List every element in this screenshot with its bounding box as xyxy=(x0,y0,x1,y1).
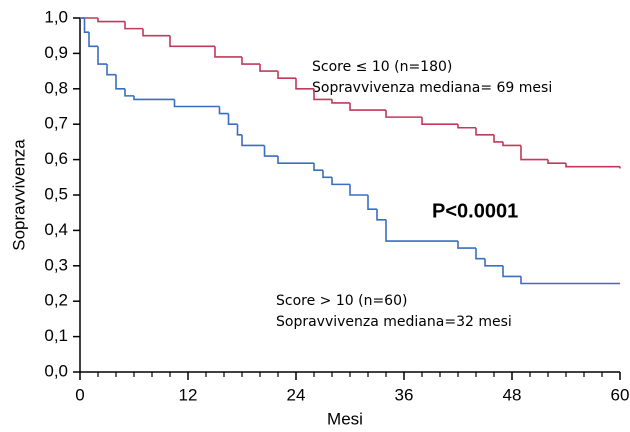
survival-step xyxy=(277,71,296,79)
survival-step xyxy=(376,209,386,221)
y-tick-label: 0,0 xyxy=(44,361,68,380)
survival-step xyxy=(236,124,242,136)
survival-step xyxy=(421,117,458,125)
survival-step xyxy=(331,99,350,104)
survival-step xyxy=(241,134,265,147)
y-tick-label: 0,6 xyxy=(44,149,68,168)
y-tick-label: 0,8 xyxy=(44,78,68,97)
y-axis-label: Sopravvivenza xyxy=(9,139,28,251)
survival-step xyxy=(493,134,503,143)
y-tick-label: 0,9 xyxy=(44,43,68,62)
x-tick-label: 48 xyxy=(503,385,522,404)
x-axis-label: Mesi xyxy=(327,409,363,428)
survival-step xyxy=(457,124,476,129)
survival-step xyxy=(263,145,278,157)
x-tick-label: 60 xyxy=(611,385,630,404)
survival-step xyxy=(547,159,566,164)
annotation: Sopravvivenza mediana=32 mesi xyxy=(276,314,512,330)
legend-label: Score > 10 (n=60) xyxy=(276,293,407,309)
survival-step xyxy=(97,46,107,65)
y-tick-label: 0,5 xyxy=(44,184,68,203)
survival-step xyxy=(313,88,332,101)
y-tick-label: 0,2 xyxy=(44,291,68,310)
survival-step xyxy=(457,241,476,249)
survival-step xyxy=(313,163,323,172)
survival-step xyxy=(484,258,503,267)
survival-step xyxy=(520,145,548,161)
survival-step xyxy=(259,64,278,72)
survival-step xyxy=(97,18,125,23)
survival-step xyxy=(277,156,314,164)
survival-step xyxy=(133,95,175,101)
p-value: P<0.0001 xyxy=(432,200,518,222)
survival-step xyxy=(475,248,485,260)
y-tick-label: 0,1 xyxy=(44,326,68,345)
survival-step xyxy=(295,78,314,90)
survival-step xyxy=(142,28,170,37)
survival-step xyxy=(385,219,458,242)
legend-label: Score ≤ 10 (n=180) xyxy=(312,59,452,75)
survival-step xyxy=(124,88,134,97)
y-tick-label: 0,3 xyxy=(44,255,68,274)
survival-step xyxy=(227,113,238,125)
y-tick-label: 1,0 xyxy=(44,7,68,26)
y-tick-label: 0,7 xyxy=(44,114,68,133)
survival-step xyxy=(169,35,215,48)
survival-step xyxy=(214,46,242,58)
survival-step xyxy=(106,64,116,76)
x-tick-label: 24 xyxy=(287,385,306,404)
x-tick-label: 36 xyxy=(395,385,414,404)
survival-step xyxy=(173,99,220,108)
survival-step xyxy=(502,141,521,147)
survival-step xyxy=(367,195,377,210)
survival-step xyxy=(520,276,620,285)
x-tick-label: 0 xyxy=(75,385,84,404)
survival-step xyxy=(385,110,422,118)
survival-step xyxy=(475,127,494,136)
annotation: Sopravvivenza mediana= 69 mesi xyxy=(312,80,552,96)
survival-step xyxy=(88,32,98,48)
x-tick-label: 12 xyxy=(179,385,198,404)
survival-step xyxy=(349,184,368,196)
survival-step xyxy=(83,18,89,33)
survival-step xyxy=(124,21,143,30)
y-tick-label: 0,4 xyxy=(44,220,68,239)
survival-step xyxy=(322,170,332,179)
survival-step xyxy=(565,163,620,168)
survival-step xyxy=(218,106,229,115)
survival-step xyxy=(502,265,521,278)
survival-step xyxy=(241,56,260,65)
survival-step xyxy=(349,102,386,111)
survival-step xyxy=(331,177,350,186)
survival-step xyxy=(115,74,125,90)
